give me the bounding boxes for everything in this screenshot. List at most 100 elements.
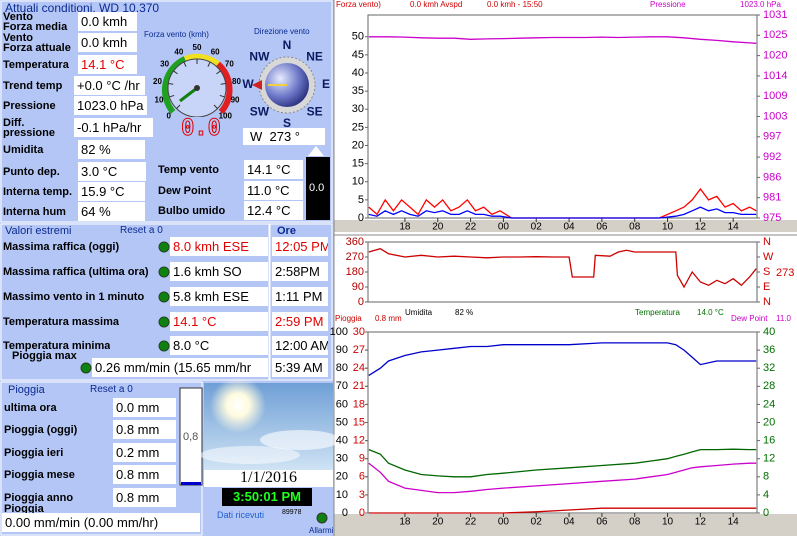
y-tick-label: 1031 xyxy=(763,9,787,21)
compass-point: SW xyxy=(250,105,270,119)
y-tick-label: 0 xyxy=(342,507,348,519)
gauge-green xyxy=(161,56,187,114)
rain-label: Pioggia ieri xyxy=(4,446,64,459)
extreme-value: 8.0 °C xyxy=(170,336,268,355)
field-value: 0.0 kmh xyxy=(78,33,137,52)
y-tick-label: 9 xyxy=(359,453,365,465)
gauge-tick xyxy=(168,82,174,85)
tube-reading: 0,8 xyxy=(183,431,199,443)
y-tick-label: 0 xyxy=(359,507,365,519)
field-value: 64 % xyxy=(78,202,145,221)
gauge-tick xyxy=(183,61,187,67)
field-value: 3.0 °C xyxy=(78,162,146,181)
series-line xyxy=(368,507,757,514)
chart-label: Forza vento) xyxy=(336,0,381,9)
cloud xyxy=(200,446,300,464)
chart-label: Temperatura xyxy=(635,308,680,317)
y-tick-label: 975 xyxy=(763,212,781,224)
strip xyxy=(334,306,797,324)
extreme-value: 8.0 kmh ESE xyxy=(170,237,268,256)
y-tick-label: 0 xyxy=(358,296,364,308)
field-value: 12.4 °C xyxy=(244,201,303,220)
bar-reading: 0.0 xyxy=(309,182,325,194)
chart-label: 14.0 °C xyxy=(697,308,724,317)
field-value: 11.0 °C xyxy=(244,181,303,200)
y-tick-label: 60 xyxy=(336,398,348,410)
y-tick-label: 986 xyxy=(763,171,781,183)
field-value: -0.1 hPa/hr xyxy=(74,118,153,137)
extremes-title: Valori estremi xyxy=(5,225,72,237)
compass-box xyxy=(243,128,325,145)
y-tick-label: 0 xyxy=(358,212,364,224)
y-tick-label: 32 xyxy=(763,362,775,374)
x-tick-label: 18 xyxy=(399,517,411,528)
y-tick-label: 15 xyxy=(352,158,364,170)
y-tick-label: 12 xyxy=(763,453,775,465)
status-light xyxy=(80,362,92,374)
y-tick-label: 10 xyxy=(352,176,364,188)
gauge-tick-label: 90 xyxy=(231,95,240,104)
field-label: Pressione xyxy=(3,99,56,112)
y-tick-label: 180 xyxy=(346,266,364,278)
plot-frame xyxy=(367,14,758,219)
extreme-label: Massimo vento in 1 minuto xyxy=(3,290,145,303)
y-tick-label: 25 xyxy=(352,121,364,133)
y-tick-label: 981 xyxy=(763,192,781,204)
status: Dati ricevuti xyxy=(217,510,265,520)
rain-value: 0.8 mm xyxy=(113,420,176,439)
field-value: 82 % xyxy=(78,140,145,159)
y-tick-label: 40 xyxy=(352,67,364,79)
compass-point: S xyxy=(283,116,291,130)
chart-label: 0.0 kmh Avspd xyxy=(410,0,462,9)
chart-label: 82 % xyxy=(455,308,473,317)
rain-level xyxy=(181,482,201,485)
y-tick-label: 30 xyxy=(352,103,364,115)
gauge-tick-label: 40 xyxy=(174,47,183,56)
rain-label: Pioggia anno xyxy=(4,491,74,504)
extreme-time: 5:39 AM xyxy=(272,358,328,377)
field-label: Umidita xyxy=(3,143,44,156)
count: 89978 xyxy=(282,509,302,516)
field-label: Vento Forza attuale xyxy=(3,32,71,53)
y-tick-label: 992 xyxy=(763,151,781,163)
x-tick-label: 04 xyxy=(564,517,576,528)
clock: 3:50:01 PM xyxy=(233,489,301,504)
gauge-tick xyxy=(213,104,218,109)
gauge-needle xyxy=(179,86,198,103)
y-tick-label: 30 xyxy=(336,453,348,465)
gauge-tick xyxy=(216,70,221,75)
gauge-red xyxy=(215,61,233,114)
extreme-time: 12:05 PM xyxy=(272,237,328,256)
gauge-tick-label: 20 xyxy=(153,77,162,86)
rain-label: ultima ora xyxy=(4,401,57,414)
rain-rate: 0.00 mm/min (0.00 mm/hr) xyxy=(2,513,200,532)
alarm: Allarmi xyxy=(309,526,334,535)
y-tick-label: 80 xyxy=(336,362,348,374)
y-tick-label: 24 xyxy=(763,398,775,410)
x-tick-label: 04 xyxy=(564,222,576,233)
y-tick-label: 5 xyxy=(358,194,364,206)
series-line xyxy=(368,206,757,219)
y-tick-label: 50 xyxy=(336,416,348,428)
extreme-label: Massima raffica (oggi) xyxy=(3,240,120,253)
x-tick-label: 20 xyxy=(432,222,444,233)
compass-point: NW xyxy=(249,50,270,64)
rain-value: 0.2 mm xyxy=(113,443,176,462)
y-tick-label: N xyxy=(763,296,771,308)
date-box xyxy=(204,470,333,487)
x-tick-label: 02 xyxy=(531,517,543,528)
rain-value: 0.8 mm xyxy=(113,488,176,507)
field-label: Temp vento xyxy=(158,163,219,176)
gauge-tick xyxy=(169,94,175,98)
x-tick-label: 08 xyxy=(629,222,641,233)
current-frame xyxy=(0,0,333,223)
field-value: 0.0 kmh xyxy=(78,12,137,31)
gauge-tick-label: 30 xyxy=(160,60,169,69)
extremes-frame xyxy=(0,223,270,381)
gauge-tick-label: 70 xyxy=(225,60,234,69)
y-tick-label: 18 xyxy=(353,398,365,410)
field-label: Vento Forza media xyxy=(3,11,68,32)
gauge-reading: 0.0 xyxy=(181,116,221,141)
rain-label: Pioggia mese xyxy=(4,468,75,481)
field-label: Interna temp. xyxy=(3,185,73,198)
